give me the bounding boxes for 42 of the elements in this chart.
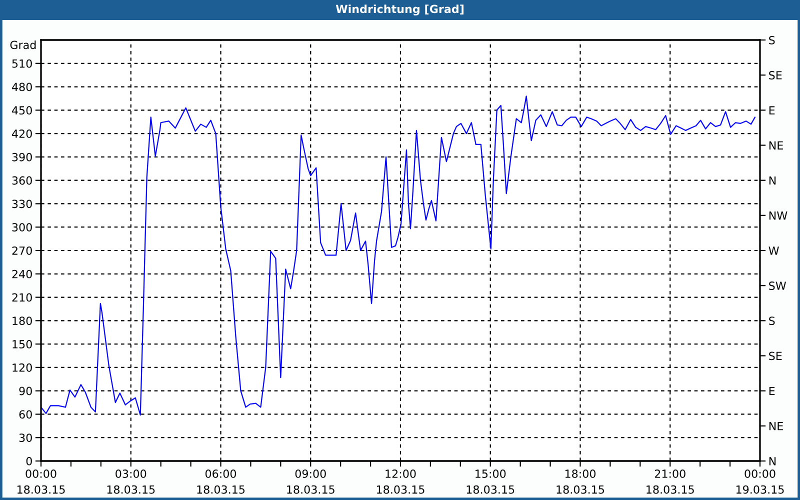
x-tick-label: 03:00 18.03.15 <box>107 470 155 494</box>
x-tick-label: 00:00 18.03.15 <box>17 470 65 494</box>
y-tick-label: 420 <box>12 130 32 138</box>
category-label: SE <box>769 71 782 80</box>
y-tick-label: 330 <box>12 200 32 208</box>
y-tick-label: 60 <box>19 410 32 419</box>
x-tick-label: 06:00 18.03.15 <box>197 470 245 494</box>
y-tick-label: 150 <box>12 340 32 348</box>
y-tick-label: 180 <box>12 316 32 326</box>
y-tick-label: 270 <box>12 246 32 255</box>
category-label: NE <box>769 141 783 150</box>
x-tick-label: 12:00 18.03.15 <box>376 470 424 494</box>
category-label: NE <box>769 422 783 430</box>
y-tick-label: 210 <box>12 293 32 302</box>
y-tick-label: 90 <box>19 386 32 396</box>
category-label: W <box>768 246 779 255</box>
y-axis-title: Grad <box>10 40 36 50</box>
category-label: S <box>769 36 775 44</box>
y-tick-label: 390 <box>12 152 32 162</box>
chart-title: Windrichtung [Grad] <box>336 4 464 16</box>
category-label: SW <box>769 282 786 290</box>
x-tick-label: 09:00 18.03.15 <box>287 470 334 494</box>
y-tick-label: 300 <box>12 223 32 232</box>
category-label: N <box>769 176 776 185</box>
y-tick-label: 30 <box>19 434 32 442</box>
y-tick-label: 510 <box>12 59 32 68</box>
category-label: N <box>769 457 776 466</box>
y-tick-label: 450 <box>12 106 32 115</box>
y-tick-label: 0 <box>26 456 32 466</box>
y-tick-label: 480 <box>12 82 32 92</box>
y-tick-label: 120 <box>12 363 32 372</box>
category-label: E <box>769 106 775 114</box>
x-tick-label: 21:00 18.03.15 <box>646 470 694 494</box>
y-tick-label: 360 <box>12 176 32 185</box>
y-tick-label: 240 <box>12 270 32 278</box>
x-tick-label: 00:00 19.03.15 <box>736 470 784 494</box>
x-tick-label: 15:00 18.03.15 <box>466 470 514 494</box>
x-tick-label: 18:00 18.03.15 <box>556 470 604 494</box>
category-label: NW <box>769 212 788 220</box>
category-label: SE <box>769 352 782 360</box>
category-label: E <box>769 386 775 396</box>
category-label: S <box>769 316 775 326</box>
